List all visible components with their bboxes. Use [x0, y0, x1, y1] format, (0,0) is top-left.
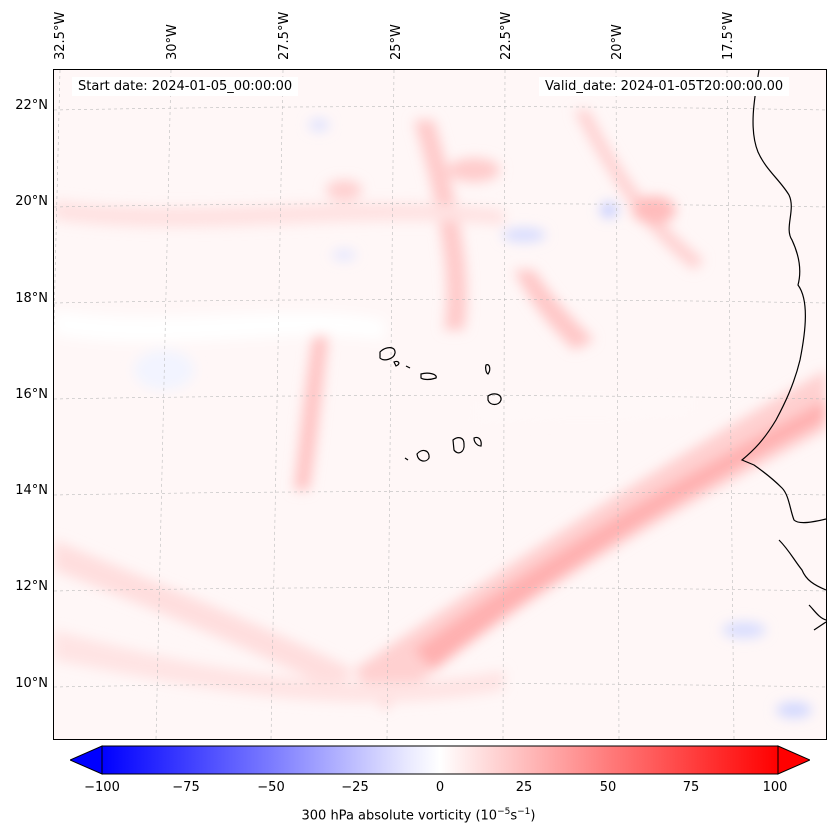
cape-verde-islands	[379, 347, 502, 462]
cbar-tick-25: 25	[515, 780, 533, 795]
lon-label-32-5w: 32.5°W	[53, 11, 68, 60]
lon-label-17-5w: 17.5°W	[721, 11, 736, 60]
colorbar-label: 300 hPa absolute vorticity (10−5s−1)	[301, 807, 536, 824]
cbar-tick-minus-25: −25	[341, 780, 369, 795]
cbar-tick-100: 100	[762, 780, 788, 795]
colorbar-gradient	[101, 745, 779, 775]
vorticity-contours	[54, 110, 826, 718]
lat-label-10n: 10°N	[15, 676, 48, 691]
start-date-label: Start date: 2024-01-05_00:00:00	[72, 77, 299, 96]
lat-label-18n: 18°N	[15, 291, 48, 306]
cbar-tick-minus-100: −100	[84, 780, 120, 795]
lon-label-22-5w: 22.5°W	[499, 11, 514, 60]
valid-date-label: Valid_date: 2024-01-05T20:00:00.00	[539, 77, 790, 96]
lat-label-20n: 20°N	[15, 194, 48, 209]
map-panel	[53, 69, 827, 740]
lon-label-27-5w: 27.5°W	[277, 11, 292, 60]
coastline	[740, 70, 826, 631]
lat-label-22n: 22°N	[15, 98, 48, 113]
colorbar-extend-min	[70, 745, 103, 775]
cbar-tick-minus-50: −50	[257, 780, 285, 795]
cbar-tick-minus-75: −75	[172, 780, 200, 795]
lat-label-12n: 12°N	[15, 579, 48, 594]
colorbar	[70, 745, 810, 775]
lat-label-14n: 14°N	[15, 483, 48, 498]
map-gridlines	[54, 70, 826, 739]
lon-label-30w: 30°W	[165, 24, 180, 60]
lat-label-16n: 16°N	[15, 387, 48, 402]
lon-label-25w: 25°W	[389, 24, 404, 60]
lon-label-20w: 20°W	[610, 24, 625, 60]
cbar-tick-75: 75	[682, 780, 700, 795]
cbar-tick-0: 0	[435, 780, 445, 795]
vorticity-field	[54, 70, 826, 739]
colorbar-extend-max	[777, 745, 810, 775]
cbar-tick-50: 50	[599, 780, 617, 795]
